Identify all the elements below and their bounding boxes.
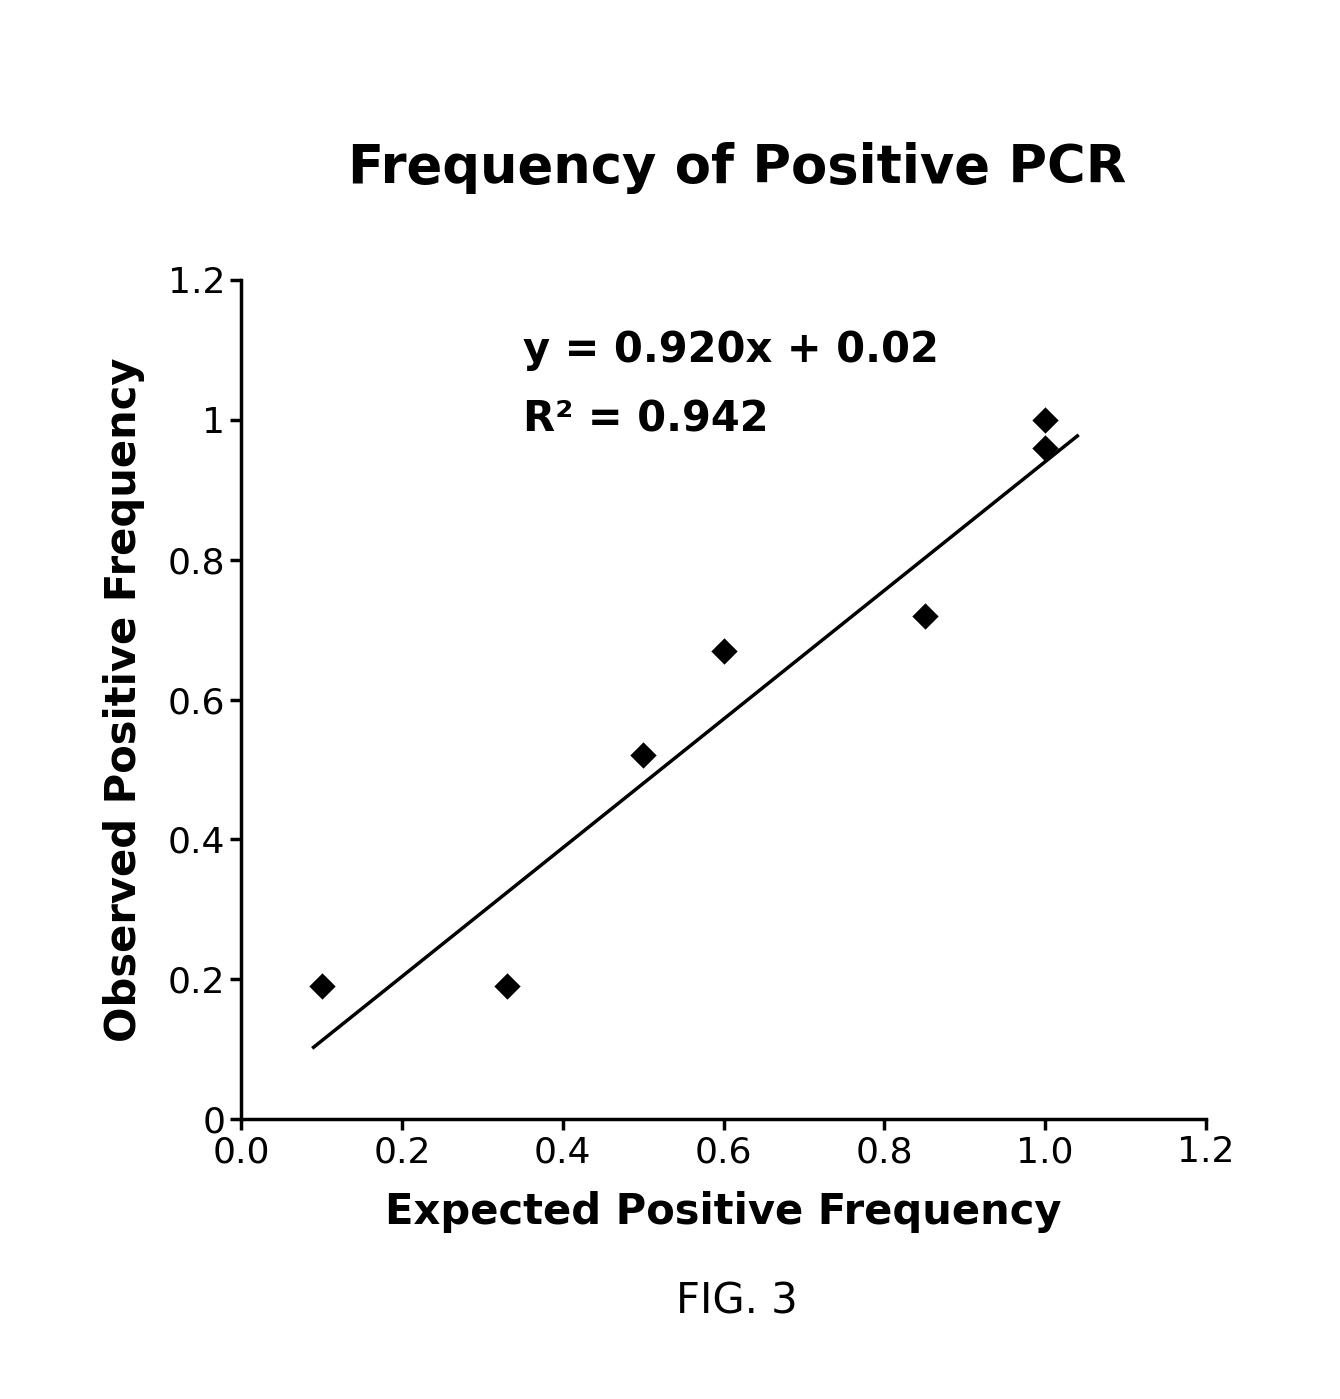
Point: [311, 975, 332, 997]
X-axis label: Expected Positive Frequency: Expected Positive Frequency: [386, 1192, 1061, 1234]
Point: [914, 604, 935, 627]
Point: [496, 975, 517, 997]
Point: [713, 639, 734, 662]
Y-axis label: Observed Positive Frequency: Observed Positive Frequency: [103, 357, 145, 1042]
Text: Frequency of Positive PCR: Frequency of Positive PCR: [348, 141, 1126, 194]
Text: FIG. 3: FIG. 3: [677, 1280, 797, 1322]
Point: [632, 744, 654, 767]
Point: [1034, 409, 1056, 431]
Text: R² = 0.942: R² = 0.942: [523, 399, 768, 441]
Point: [1034, 436, 1056, 459]
Text: y = 0.920x + 0.02: y = 0.920x + 0.02: [523, 329, 938, 371]
